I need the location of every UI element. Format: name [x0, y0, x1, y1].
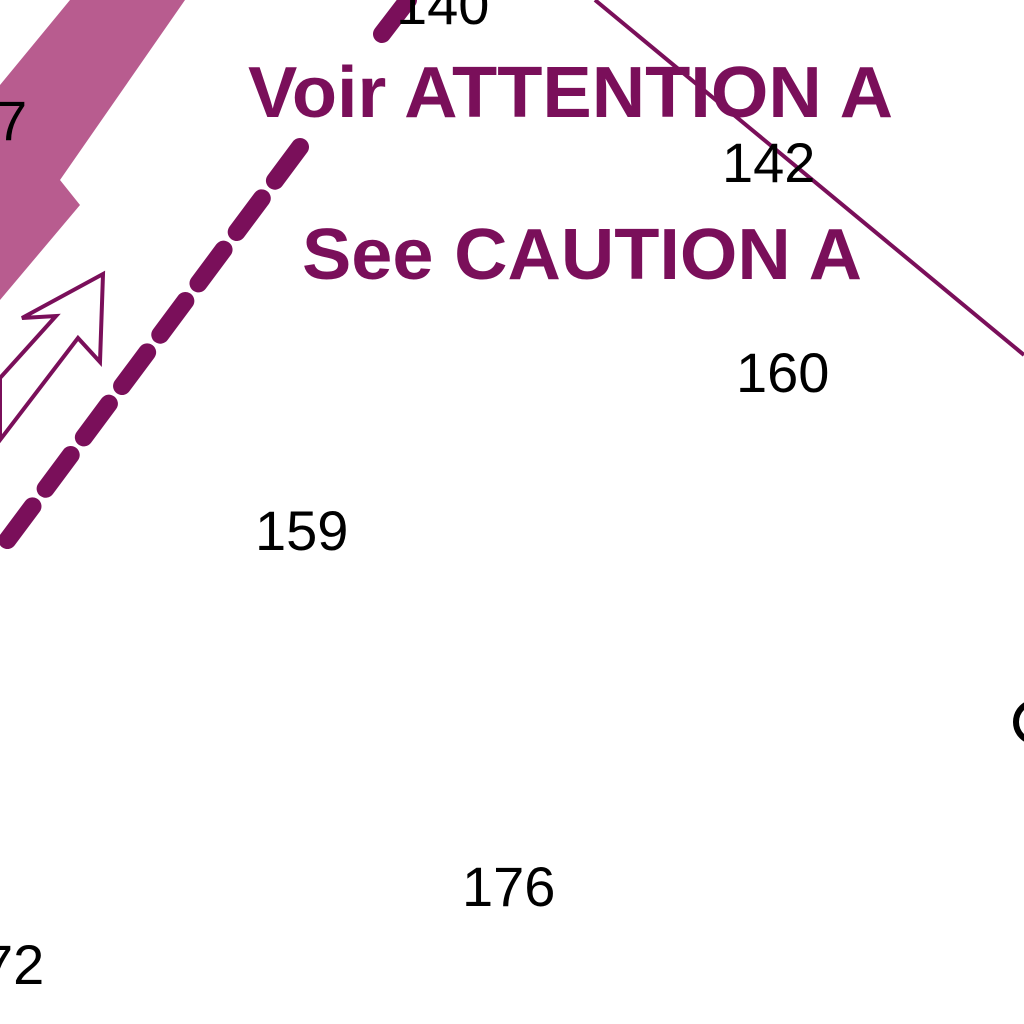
- sounding-140: 140: [396, 0, 489, 36]
- sounding-7: 7: [0, 89, 27, 152]
- restricted-area: [0, 0, 185, 300]
- caution-note-english: See CAUTION A: [302, 215, 862, 295]
- caution-note-french: Voir ATTENTION A: [248, 53, 893, 133]
- dashed-route-line: [0, 138, 309, 559]
- area-boundary-line: [593, 0, 1024, 357]
- hollow-arrow-icon: [0, 270, 106, 444]
- partial-sounding-mark: [1013, 702, 1024, 742]
- sounding-159: 159: [255, 499, 348, 562]
- sounding-142: 142: [722, 131, 815, 194]
- sounding-176: 176: [462, 855, 555, 918]
- sounding-72: 72: [0, 933, 44, 996]
- sounding-160: 160: [736, 341, 829, 404]
- dashed-route-line-upper: [373, 0, 417, 43]
